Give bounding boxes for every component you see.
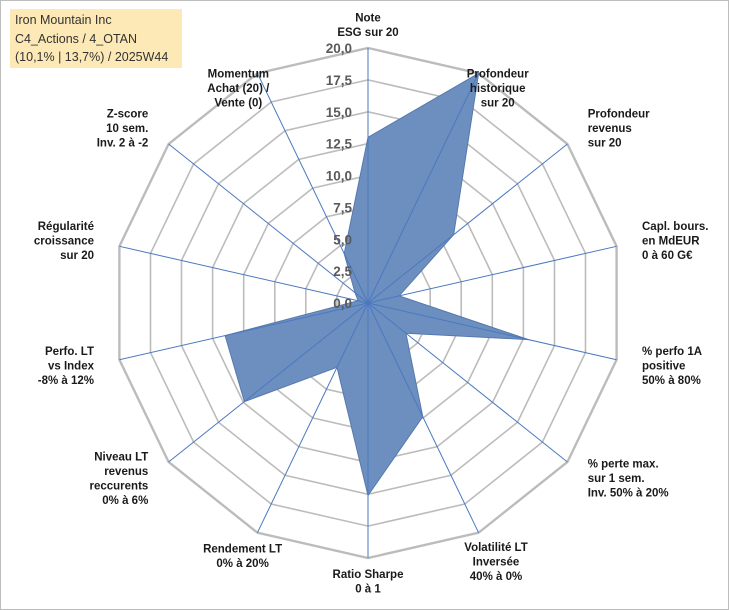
axis-label-3: Profondeur revenus sur 20 (588, 108, 650, 149)
performance-period: (10,1% | 13,7%) / 2025W44 (15, 50, 169, 64)
axis-label-9: Rendement LT 0% à 20% (203, 544, 282, 571)
axis-spoke-3 (367, 143, 568, 304)
axis-spoke-4 (367, 245, 617, 304)
axis-label-11: Perfo. LT vs Index -8% à 12% (38, 346, 95, 387)
axis-spoke-5 (367, 302, 617, 361)
axis-label-10: Niveau LT revenus reccurents 0% à 6% (89, 452, 148, 508)
axis-label-14: Momentum Achat (20) / Vente (0) (207, 68, 270, 109)
tick-label-6: 15,0 (326, 105, 352, 120)
tick-label-2: 5,0 (333, 232, 352, 247)
axis-label-8: Ratio Sharpe 0 à 1 (333, 569, 404, 596)
tick-label-0: 0,0 (333, 296, 352, 311)
axis-spoke-7 (367, 302, 480, 533)
axis-label-13: Z-score 10 sem. Inv. 2 à -2 (97, 108, 149, 149)
axis-label-4: Capl. bours. en MdEUR 0 à 60 G€ (642, 221, 708, 262)
axis-label-5: % perfo 1A positive 50% à 80% (642, 346, 702, 387)
axis-spoke-12 (119, 245, 369, 304)
axis-label-12: Régularité croissance sur 20 (34, 221, 94, 262)
company-name: Iron Mountain Inc (15, 13, 112, 27)
info-box: Iron Mountain Inc C4_Actions / 4_OTAN (1… (10, 9, 182, 68)
tick-label-1: 2,5 (333, 264, 352, 279)
tick-label-8: 20,0 (326, 41, 352, 56)
axis-label-6: % perte max. sur 1 sem. Inv. 50% à 20% (588, 459, 669, 500)
tick-label-3: 7,5 (333, 200, 352, 215)
axis-label-7: Volatilité LT Inversée 40% à 0% (464, 542, 527, 583)
axis-label-1: Note ESG sur 20 (337, 13, 398, 40)
axis-spoke-14 (256, 73, 369, 304)
portfolio-code: C4_Actions / 4_OTAN (15, 31, 138, 46)
tick-label-7: 17,5 (326, 73, 353, 88)
axis-spoke-11 (119, 302, 369, 361)
axis-label-2: Profondeur historique sur 20 (467, 68, 529, 109)
tick-label-4: 10,0 (326, 169, 352, 184)
tick-label-5: 12,5 (326, 137, 353, 152)
axis-spoke-13 (168, 143, 369, 304)
axis-spoke-10 (168, 302, 369, 463)
axis-spoke-2 (367, 73, 480, 304)
axis-spoke-9 (256, 302, 369, 533)
axis-spoke-6 (367, 302, 568, 463)
